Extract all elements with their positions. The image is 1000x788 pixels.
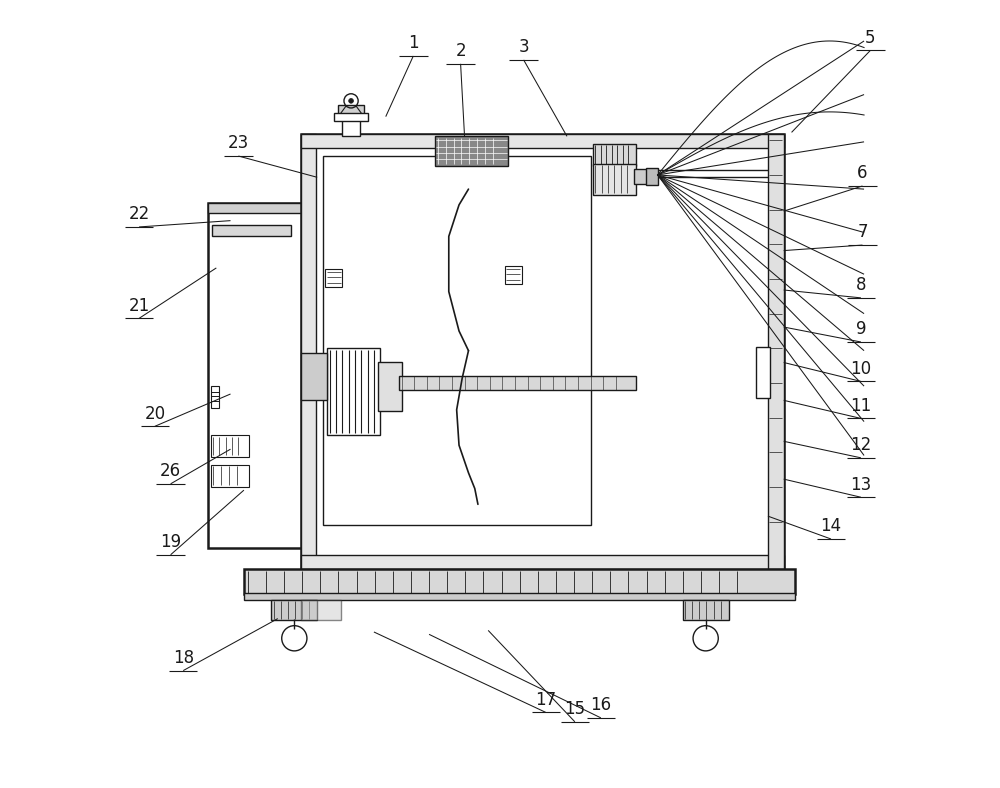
Bar [212, 225, 291, 236]
Bar [327, 348, 380, 435]
Text: 5: 5 [865, 29, 876, 46]
Bar [334, 113, 368, 121]
Bar [593, 164, 636, 195]
Text: 10: 10 [850, 360, 871, 377]
Bar [211, 386, 219, 408]
Bar [208, 203, 317, 213]
Text: 20: 20 [144, 405, 165, 422]
Text: 9: 9 [856, 321, 866, 338]
Text: 15: 15 [564, 701, 585, 718]
Bar [244, 593, 795, 600]
Bar [378, 362, 402, 411]
Bar [399, 376, 636, 390]
Bar [325, 269, 342, 287]
Text: 21: 21 [128, 297, 150, 314]
Text: 22: 22 [128, 206, 150, 223]
Bar [301, 134, 784, 569]
Bar [211, 465, 249, 487]
Text: 2: 2 [455, 43, 466, 60]
Text: 6: 6 [857, 165, 868, 182]
Bar [646, 168, 658, 185]
Bar [342, 110, 360, 136]
Bar [323, 156, 591, 525]
Bar [211, 435, 249, 457]
Text: 12: 12 [850, 437, 872, 454]
Text: 13: 13 [850, 476, 872, 493]
Bar [593, 144, 636, 166]
Bar [338, 105, 364, 114]
Circle shape [349, 98, 353, 103]
Bar [301, 134, 784, 148]
Bar [505, 266, 522, 284]
Text: 17: 17 [535, 691, 556, 708]
Text: 19: 19 [160, 533, 181, 551]
Text: 1: 1 [408, 35, 419, 52]
Text: 26: 26 [160, 463, 181, 480]
Bar [756, 347, 770, 398]
Bar [634, 169, 648, 184]
Bar [301, 600, 341, 620]
Bar [768, 134, 784, 569]
Bar [271, 600, 317, 620]
Text: 7: 7 [857, 224, 868, 241]
Bar [301, 555, 784, 569]
Bar [683, 600, 729, 620]
Text: 11: 11 [850, 397, 872, 414]
Bar [208, 203, 317, 548]
Bar [301, 134, 316, 569]
Text: 14: 14 [820, 518, 842, 535]
Bar [301, 353, 327, 400]
Text: 23: 23 [228, 135, 249, 152]
Polygon shape [337, 114, 365, 132]
Text: 18: 18 [173, 649, 194, 667]
Bar [435, 136, 508, 166]
Text: 3: 3 [518, 39, 529, 56]
Text: 16: 16 [590, 697, 611, 714]
Bar [244, 569, 795, 594]
Text: 8: 8 [856, 277, 866, 294]
